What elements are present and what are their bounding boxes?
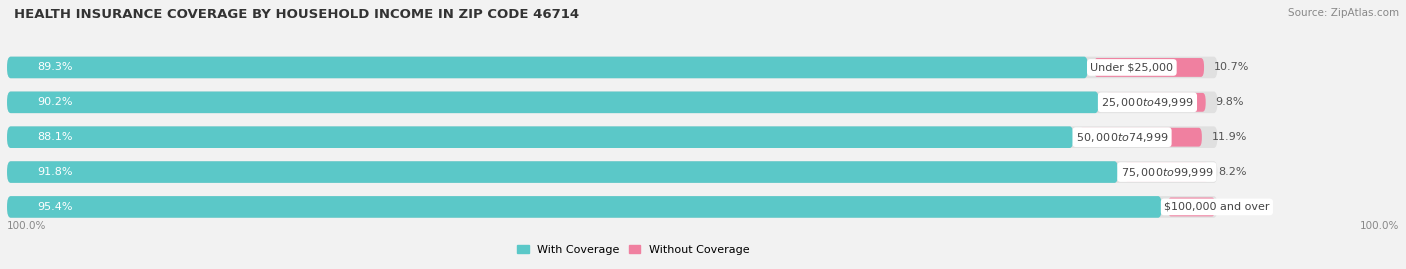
Text: Under $25,000: Under $25,000 [1090,62,1174,72]
Legend: With Coverage, Without Coverage: With Coverage, Without Coverage [513,241,754,260]
Text: 89.3%: 89.3% [38,62,73,72]
FancyBboxPatch shape [7,91,1218,113]
FancyBboxPatch shape [7,57,1088,78]
FancyBboxPatch shape [1168,197,1215,216]
Text: 100.0%: 100.0% [7,221,46,231]
Text: $25,000 to $49,999: $25,000 to $49,999 [1101,96,1194,109]
FancyBboxPatch shape [7,161,1218,183]
Text: 95.4%: 95.4% [38,202,73,212]
FancyBboxPatch shape [1105,93,1206,112]
Text: HEALTH INSURANCE COVERAGE BY HOUSEHOLD INCOME IN ZIP CODE 46714: HEALTH INSURANCE COVERAGE BY HOUSEHOLD I… [14,8,579,21]
FancyBboxPatch shape [1125,163,1209,182]
FancyBboxPatch shape [7,126,1218,148]
Text: 90.2%: 90.2% [38,97,73,107]
Text: 88.1%: 88.1% [38,132,73,142]
Text: $75,000 to $99,999: $75,000 to $99,999 [1121,165,1213,179]
FancyBboxPatch shape [7,91,1099,113]
Text: $50,000 to $74,999: $50,000 to $74,999 [1076,131,1168,144]
FancyBboxPatch shape [1094,58,1204,77]
Text: 100.0%: 100.0% [1360,221,1399,231]
Text: 9.8%: 9.8% [1215,97,1244,107]
Text: 11.9%: 11.9% [1212,132,1247,142]
FancyBboxPatch shape [1080,128,1202,147]
FancyBboxPatch shape [7,126,1073,148]
FancyBboxPatch shape [7,57,1218,78]
FancyBboxPatch shape [7,161,1118,183]
Text: 10.7%: 10.7% [1213,62,1249,72]
Text: 4.6%: 4.6% [1225,202,1253,212]
Text: $100,000 and over: $100,000 and over [1164,202,1270,212]
Text: 8.2%: 8.2% [1218,167,1247,177]
Text: 91.8%: 91.8% [38,167,73,177]
Text: Source: ZipAtlas.com: Source: ZipAtlas.com [1288,8,1399,18]
FancyBboxPatch shape [7,196,1161,218]
FancyBboxPatch shape [7,196,1218,218]
